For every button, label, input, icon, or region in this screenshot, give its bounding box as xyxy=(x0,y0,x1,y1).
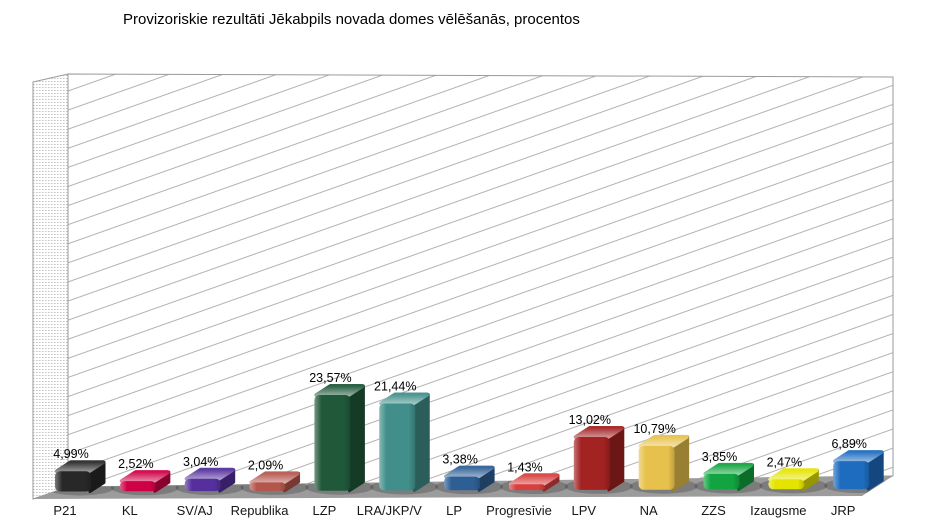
bar-lra-jkp-v: 21,44% xyxy=(374,379,430,492)
category-axis: P21 KL SV/AJ Republika LZP LRA/JKP/V LP Progres… xyxy=(53,503,855,518)
bar-front-face xyxy=(573,437,610,490)
bar-front-face xyxy=(249,482,286,491)
category-label: Republika xyxy=(231,503,290,518)
bar-front-face xyxy=(444,476,481,491)
category-label: ZZS xyxy=(701,503,726,518)
bar-front-face xyxy=(638,445,675,490)
bar-front-face xyxy=(508,484,545,491)
bar-jrp: 6,89% xyxy=(831,437,884,491)
bar-lzp: 23,57% xyxy=(309,371,365,493)
bar-lp: 3,38% xyxy=(442,453,495,492)
category-label: Progresīvie xyxy=(486,503,552,518)
category-label: Izaugsme xyxy=(750,503,806,518)
chart-walls xyxy=(32,73,894,500)
value-label: 2,09% xyxy=(248,458,283,472)
category-label: LPV xyxy=(572,503,597,518)
bar-front-face xyxy=(119,481,156,492)
bar-na: 10,79% xyxy=(633,422,690,492)
value-label: 2,47% xyxy=(767,455,802,469)
category-label: LP xyxy=(446,503,462,518)
bar-izaugsme: 2,47% xyxy=(767,455,819,491)
value-label: 3,85% xyxy=(702,450,737,464)
bar-lpv: 13,02% xyxy=(569,413,625,492)
value-label: 2,52% xyxy=(118,457,153,471)
category-label: JRP xyxy=(831,503,856,518)
category-label: LRA/JKP/V xyxy=(357,503,422,518)
bar-sv-aj: 3,04% xyxy=(183,455,236,493)
bar-kl: 2,52% xyxy=(118,457,171,493)
bar-side-face xyxy=(412,392,430,492)
bar-zzs: 3,85% xyxy=(702,450,754,491)
category-label: P21 xyxy=(53,503,76,518)
value-label: 23,57% xyxy=(309,371,351,385)
bar-front-face xyxy=(184,478,221,492)
category-label: SV/AJ xyxy=(177,503,213,518)
value-label: 3,04% xyxy=(183,455,218,469)
bar-progres-vie: 1,43% xyxy=(507,460,560,492)
bar-front-face xyxy=(833,461,870,490)
value-label: 10,79% xyxy=(633,422,675,436)
bar-front-face xyxy=(768,479,805,490)
bar-republika: 2,09% xyxy=(248,458,301,493)
chart-title: Provizoriskie rezultāti Jēkabpils novada… xyxy=(123,11,580,28)
value-label: 3,38% xyxy=(442,453,477,467)
value-label: 6,89% xyxy=(831,437,866,451)
bar-front-face xyxy=(703,473,740,490)
bar-side-face xyxy=(347,384,365,493)
left-wall xyxy=(32,73,69,500)
value-label: 1,43% xyxy=(507,460,542,474)
bar-front-face xyxy=(379,403,416,491)
category-label: LZP xyxy=(312,503,336,518)
category-label: NA xyxy=(640,503,658,518)
value-label: 21,44% xyxy=(374,379,416,393)
value-label: 13,02% xyxy=(569,413,611,427)
bar-p21: 4,99% xyxy=(53,447,106,493)
bar-front-face xyxy=(55,471,91,492)
bar-front-face xyxy=(314,395,351,491)
back-wall xyxy=(67,73,894,488)
category-label: KL xyxy=(122,503,138,518)
value-label: 4,99% xyxy=(53,447,88,461)
